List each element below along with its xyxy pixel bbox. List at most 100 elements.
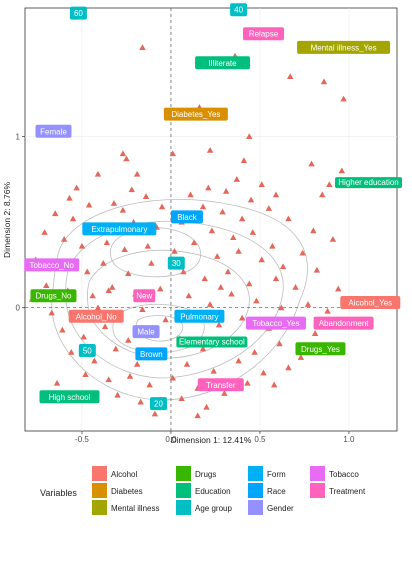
individual-point [142,193,150,199]
individual-point [53,379,61,386]
individual-point [144,242,152,249]
x-axis-ticks: -0.5 0.0 0.5 1.0 [75,431,355,444]
category-label: New [133,289,156,303]
individual-point [210,367,217,374]
x-tick-label: -0.5 [75,435,89,444]
individual-point [338,167,346,174]
category-label-box [69,6,87,20]
x-axis-title: Dimension 1: 12.41% [171,435,252,445]
individual-point [43,282,50,288]
category-label-text: Brown [140,350,163,359]
legend-swatch [92,500,107,515]
individual-point [52,210,59,217]
individual-point [278,304,285,311]
category-label-text: Male [137,328,155,337]
individual-point [169,150,176,157]
category-label: 50 [78,344,96,358]
individual-point [233,176,241,182]
individual-point [133,361,141,367]
individual-point [60,235,68,242]
individual-point [203,403,210,410]
individual-point [215,321,223,328]
individual-point [148,259,155,266]
individual-point [249,229,257,235]
individual-point [340,95,347,102]
category-label-text: Female [40,127,67,136]
individual-point [183,361,191,367]
category-label: Relapse [243,27,285,41]
legend-item: Age group [176,500,232,515]
individual-point [324,307,331,314]
legend-label: Alcohol [111,470,137,479]
legend-swatch [176,466,191,481]
category-label-text: Transfer [206,381,236,390]
legend-label: Tobacco [329,470,359,479]
category-label-text: Mental illness_Yes [311,43,377,52]
y-tick-label: 0 [16,304,21,313]
category-label-box [30,289,77,303]
category-label: Brown [135,347,168,361]
category-label-box [313,316,374,330]
category-label: 60 [69,6,87,20]
individual-point [162,316,169,323]
category-label-text: 50 [83,347,92,356]
individual-point [178,395,185,402]
individual-point [100,259,107,266]
individual-point [253,297,260,304]
category-label: Black [170,210,203,224]
individual-point [157,285,164,292]
individual-point [82,371,89,378]
category-label-text: Tobacco_Yes [252,319,299,328]
individual-point [66,194,73,201]
individual-point [185,292,192,299]
individual-point [238,215,246,222]
individual-point [190,239,198,246]
individual-point [41,229,48,235]
legend-label: Drugs [195,470,216,479]
individual-point [214,253,221,259]
individual-point [208,227,216,234]
category-label-text: 60 [74,9,83,18]
legend-swatch [176,500,191,515]
category-label-box [170,210,203,224]
category-label: 20 [149,397,167,411]
individual-point [69,215,77,222]
legend-label: Form [267,470,286,479]
individual-point [68,349,75,355]
category-label-text: 40 [234,6,243,15]
category-label-text: Diabetes_Yes [171,110,220,119]
individual-point [244,379,251,386]
category-label-box [24,258,80,272]
category-label-box [39,390,100,404]
individual-point [199,203,207,210]
individual-point [270,381,278,388]
individual-point [158,203,166,210]
individual-point [180,268,187,275]
individual-point [224,268,232,275]
individual-point [94,304,102,311]
category-label: Diabetes_Yes [163,107,228,121]
category-label-box [135,347,168,361]
category-label: Tobacco_Yes [245,316,306,330]
category-label-box [167,256,185,270]
category-label-box [295,342,346,356]
legend-label: Mental illness [111,504,159,513]
category-label: Drugs_No [30,289,77,303]
category-label-text: Alcohol_Yes [348,299,392,308]
individual-point [246,133,253,140]
category-label: Elementary school [176,336,248,348]
legend-label: Diabetes [111,487,143,496]
individual-point [199,345,207,352]
individual-point [221,390,228,396]
category-label: Drugs_Yes [295,342,346,356]
individual-point [335,285,342,292]
individual-point [206,146,214,153]
legend-title: Variables [40,488,77,498]
legend-swatch [176,483,191,498]
individual-point [297,354,305,360]
individual-point [238,314,246,321]
y-axis-ticks: 01 [16,132,25,313]
legend-swatch [248,483,263,498]
individual-point [119,150,127,157]
category-label-text: Illiterate [209,59,238,68]
